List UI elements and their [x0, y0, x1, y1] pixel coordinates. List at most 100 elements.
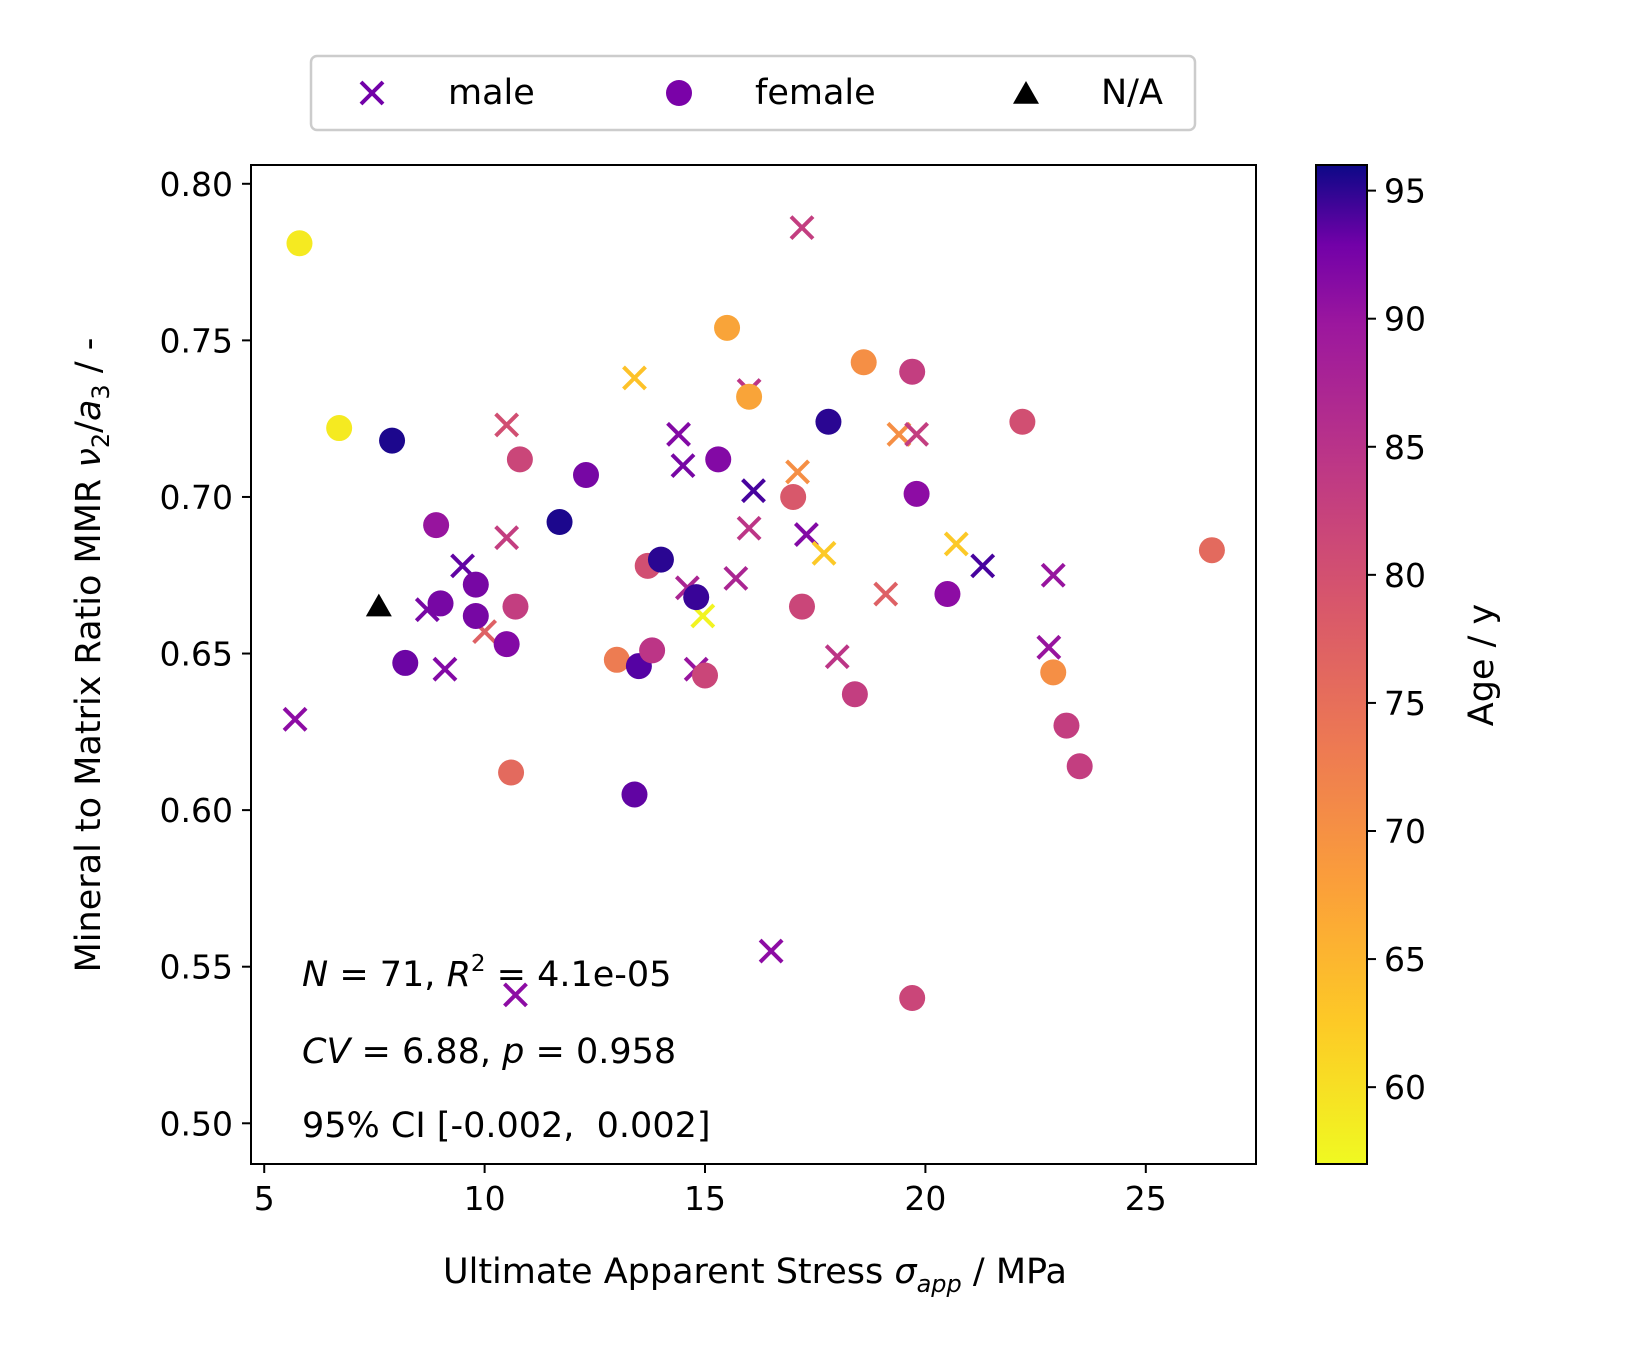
point-male [904, 421, 930, 447]
point-female [647, 546, 674, 573]
point-female [603, 646, 630, 673]
y-tick-label: 0.65 [160, 635, 233, 674]
ann-p-symbol: p [501, 1032, 524, 1072]
point-female [788, 593, 815, 620]
ann-cv-value: = 6.88, [350, 1032, 502, 1072]
colorbar-tick-label: 90 [1384, 300, 1426, 339]
legend-marker-na [1013, 81, 1039, 104]
y-tick-label: 0.75 [160, 321, 233, 360]
legend-marker-female [666, 80, 692, 106]
point-female [427, 590, 454, 617]
plot-area [250, 164, 1257, 1165]
x-title-sigma: σ [894, 1252, 918, 1292]
x-tick-label: 20 [904, 1179, 946, 1218]
point-male [1040, 562, 1066, 588]
annotation-line-2: CV = 6.88, p = 0.958 [302, 1032, 676, 1072]
point-male [785, 459, 810, 485]
point-female [841, 681, 868, 708]
y-tick-label: 0.55 [160, 948, 233, 987]
point-female [1053, 712, 1080, 739]
y-title-a-subscript: 3 [87, 384, 115, 399]
legend-label-male: male [448, 73, 535, 113]
point-female [621, 781, 648, 808]
y-title-text: Mineral to Matrix Ratio MMR [69, 468, 109, 973]
x-title-unit: / MPa [962, 1252, 1067, 1292]
colorbar-gradient [1315, 164, 1368, 1165]
x-axis-title: Ultimate Apparent Stress σapp / MPa [443, 1252, 1067, 1298]
y-title-slash: / [69, 421, 109, 433]
point-male [622, 365, 647, 391]
point-female [506, 446, 533, 473]
colorbar-tick-label: 95 [1384, 172, 1426, 211]
point-male [736, 515, 762, 541]
point-female [639, 637, 666, 664]
x-axis-ticks: 5 10 15 20 25 [254, 1164, 1167, 1218]
point-male [873, 581, 899, 607]
colorbar-tick-label: 85 [1384, 428, 1426, 467]
point-female [1040, 659, 1067, 686]
ann-r-superscript: 2 [471, 951, 486, 977]
point-male [758, 938, 784, 964]
point-female [815, 408, 842, 435]
point-male [282, 706, 308, 732]
y-title-nu-subscript: 2 [87, 433, 115, 448]
point-female [573, 462, 599, 489]
point-male [670, 453, 696, 479]
colorbar-tick-label: 70 [1384, 812, 1426, 851]
colorbar-label: Age / y [1462, 604, 1502, 726]
y-title-nu: ν [69, 448, 109, 468]
x-title-subscript: app [917, 1270, 962, 1298]
point-female [462, 602, 489, 629]
y-tick-label: 0.80 [160, 165, 233, 204]
point-male [811, 540, 837, 566]
point-male [741, 478, 766, 504]
legend-label-na: N/A [1101, 73, 1163, 113]
point-male [432, 656, 458, 682]
point-female [934, 581, 961, 608]
point-male [666, 421, 691, 447]
y-title-a: a [69, 400, 109, 421]
annotation-line-1: N = 71, R2 = 4.1e-05 [302, 951, 671, 995]
colorbar: 60 65 70 75 80 85 90 95 Age / y [1315, 164, 1502, 1165]
point-female [493, 631, 520, 658]
colorbar-tick-label: 75 [1384, 684, 1426, 723]
point-female [692, 662, 719, 689]
point-female [714, 314, 741, 341]
ann-r-value: = 4.1e-05 [486, 955, 672, 995]
legend-label-female: female [755, 73, 876, 113]
y-axis-title: Mineral to Matrix Ratio MMR ν2/a3 / - [69, 338, 115, 973]
ann-n-value: = 71, [328, 955, 446, 995]
point-female [286, 230, 313, 257]
point-male [886, 421, 912, 447]
point-male [789, 215, 815, 241]
point-female [850, 349, 877, 376]
point-female [1066, 753, 1093, 780]
y-tick-label: 0.70 [160, 478, 233, 517]
point-male [494, 525, 520, 551]
legend-box [309, 54, 1197, 132]
point-male [494, 412, 520, 438]
point-female [903, 480, 930, 507]
x-tick-label: 15 [684, 1179, 726, 1218]
point-female [1198, 537, 1225, 564]
point-female [546, 509, 573, 536]
point-female [423, 512, 450, 539]
point-male [970, 553, 996, 579]
point-female [683, 584, 710, 611]
ann-n-symbol: N [302, 955, 328, 995]
point-female [498, 759, 525, 786]
point-na [365, 593, 392, 617]
point-female [736, 383, 763, 410]
point-female [326, 415, 353, 442]
x-tick-label: 25 [1125, 1179, 1167, 1218]
point-male [503, 982, 528, 1008]
colorbar-tick-label: 60 [1384, 1068, 1426, 1107]
ann-p-value: = 0.958 [524, 1032, 676, 1072]
x-tick-label: 10 [464, 1179, 506, 1218]
point-male [943, 531, 969, 557]
ann-r-symbol: R [447, 955, 471, 995]
point-male [824, 644, 850, 670]
colorbar-tick-label: 80 [1384, 556, 1426, 595]
colorbar-tick-label: 65 [1384, 940, 1426, 979]
